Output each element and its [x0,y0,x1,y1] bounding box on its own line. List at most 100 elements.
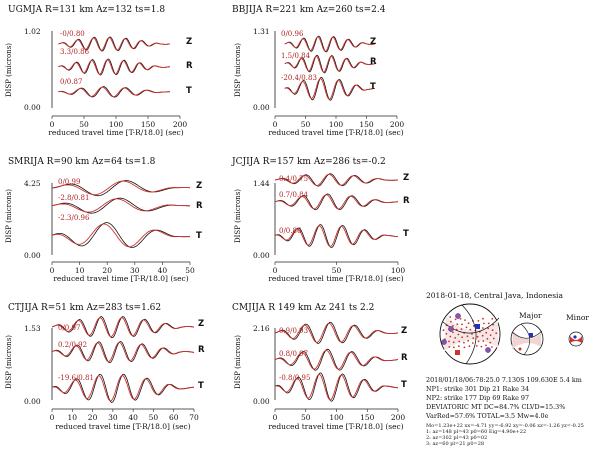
fit-label: 1.5/0.84 [281,52,311,60]
info-small-line: 3: az=60 pl=21 p0=28 [426,441,484,447]
polarity-dot [487,327,490,330]
y-min-label: 0.00 [24,251,41,260]
polarity-dot [457,333,460,336]
fit-label: 0.4/0.75 [279,175,308,183]
info-line: NP2: strike 177 Dip 69 Rake 97 [426,394,529,402]
y-max-label: 1.44 [253,179,270,188]
x-tick-label: 40 [158,266,168,275]
component-label: T [186,86,192,96]
x-tick-label: 50 [301,120,311,129]
info-line: NP1: strike 301 Dip 21 Rake 34 [426,385,529,393]
y-min-label: 0.00 [24,103,41,112]
x-tick-label: 50 [149,413,159,422]
observed-waveform [58,58,170,76]
synthetic-waveform [274,373,398,401]
y-max-label: 2.16 [253,324,270,333]
synthetic-waveform [284,55,376,73]
synthetic-waveform [284,78,375,100]
polarity-dot [482,317,484,320]
polarity-dot [477,340,480,343]
polarity-dot [458,340,461,343]
component-label: Z [198,319,204,329]
x-tick-label: 0 [50,266,55,275]
panel-title: UGMJA R=131 km Az=132 ts=1.8 [8,5,165,15]
trace-t: -19.6/0.81 T [51,373,204,403]
synthetic-waveform [51,317,195,338]
component-label: T [401,380,407,390]
minor-beachball: Minor [566,313,589,347]
x-ticks: 0 10 20 30 40 50 [50,262,195,275]
fit-label: -0.8/0.95 [279,374,310,382]
component-label: R [198,345,205,355]
fit-label: -19.6/0.81 [58,374,94,382]
trace-z: 0.9/0.93 Z [274,321,407,344]
x-ticks: 0 10 20 30 40 50 60 70 [50,409,199,422]
panel-cmjija: CMJIJA R 149 km Az 241 ts 2.2 DISP (micr… [232,303,408,431]
x-axis-label: reduced travel time [T-R/18.0] (sec) [53,274,188,283]
synthetic-waveform [274,322,399,343]
x-tick-label: 0 [50,413,55,422]
polarity-dot [475,345,478,347]
y-min-label: 0.00 [24,397,41,406]
fit-label: 0.8/0.97 [279,350,308,358]
x-tick-label: 0 [273,413,278,422]
x-tick-label: 100 [391,266,406,275]
polarity-dot [466,335,469,338]
major-beachball: Major [510,311,544,356]
fit-label: 0.9/0.93 [279,327,308,335]
polarity-dot [491,329,494,332]
polarity-dot [485,331,488,334]
component-label: T [198,381,204,391]
polarity-dot [476,335,479,338]
synthetic-waveform [58,59,170,75]
polarity-dot [461,323,463,326]
polarity-dot [459,318,462,320]
polarity-dot [460,328,463,330]
polarity-dot [450,320,452,323]
observed-waveform [274,372,399,402]
main-beachball [439,303,501,365]
x-tick-label: 60 [169,413,179,422]
polarity-dot [468,345,471,348]
x-axis-label: reduced travel time [T-R/18.0] (sec) [268,422,403,431]
polarity-dot [452,341,455,344]
polarity-dot [465,326,468,329]
minor-label: Minor [566,313,589,322]
fit-label: 3.3/0.86 [60,48,90,56]
panel-title: CMJIJA R 149 km Az 241 ts 2.2 [232,303,374,313]
info-small-line: 2: az=302 pl=43 p0=02 [426,435,487,441]
polarity-dot [492,323,495,326]
fit-label: 0/0.87 [60,78,82,86]
info-line: DEVIATORIC MT DC=84.7% CLVD=15.3% [426,403,565,411]
fit-label: 0/0.86 [279,227,302,235]
polarity-dot [456,323,459,326]
component-label: R [186,61,193,71]
x-tick-label: 50 [301,413,311,422]
y-axis-label: DISP (microns) [234,43,242,97]
component-label: Z [403,173,409,183]
component-label: Z [186,37,192,47]
polarity-dot [467,339,470,342]
x-tick-label: 0 [50,120,55,129]
polarity-dot [472,337,475,339]
y-min-label: 0.00 [253,103,270,112]
polarity-dot [452,325,454,327]
panel-smrija: SMRIJA R=90 km Az=64 ts=1.8 DISP (micron… [5,157,203,283]
panel-bbjija: BBJIJA R=221 km Az=260 ts=2.4 DISP (micr… [232,5,404,137]
polarity-dot [492,337,495,340]
panel-title: CTJIJA R=51 km Az=283 ts=1.62 [8,303,161,313]
x-tick-label: 100 [329,120,344,129]
x-tick-label: 20 [102,266,112,275]
component-label: R [196,201,203,211]
fit-label: -0/0.80 [60,30,85,38]
component-label: T [196,231,202,241]
panel-title: JCJIJA R=157 km Az=286 ts=-0.2 [231,157,386,167]
info-small-line: 1: az=148 pl=43 p0=60 Eig=4.90e+22 [426,429,526,435]
observed-waveform [58,86,170,98]
fit-label: -2.3/0.96 [58,214,90,222]
polarity-dot [471,333,473,335]
x-tick-label: 150 [359,120,374,129]
x-ticks: 0 50 100 150 200 [50,116,187,129]
polarity-dot [449,316,452,318]
observed-waveform [284,35,376,53]
